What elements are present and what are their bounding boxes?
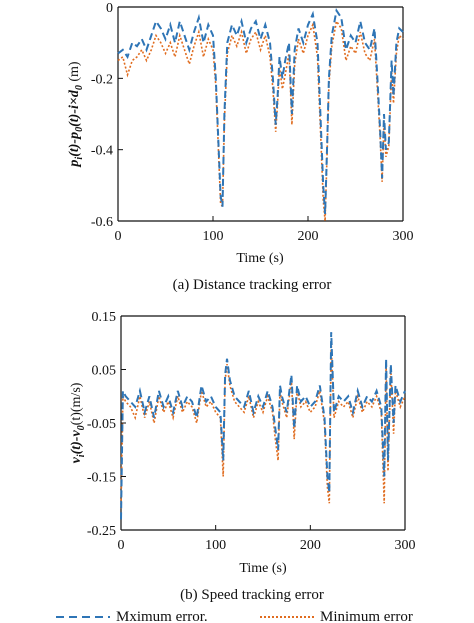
distance-x-axis-label: Time (s) bbox=[236, 251, 284, 266]
distance-x-tick-label: 0 bbox=[115, 229, 122, 244]
speed-plot-area: 0.15 0.05 -0.05 -0.15 -0.25 0 100 200 300 bbox=[87, 310, 416, 553]
ylabel-part: 0 bbox=[74, 85, 85, 90]
distance-y-axis-label: pi(t)-p0(t)-i×d0 (m) bbox=[67, 61, 85, 167]
panel-a: 0-0.2-0.4-0.6 0 100 200 300 Time (s) pi(t)-… bbox=[67, 1, 414, 293]
speed-max-error-line bbox=[120, 332, 406, 520]
distance-y-tick-label: -0.2 bbox=[91, 72, 113, 87]
ylabel-part: 0 bbox=[76, 425, 87, 430]
speed-y-ticks: 0.15 0.05 -0.05 -0.15 -0.25 bbox=[87, 310, 126, 539]
ylabel-part: i bbox=[74, 157, 85, 160]
ylabel-part: p bbox=[67, 160, 82, 168]
speed-x-tick-label: 300 bbox=[395, 538, 416, 553]
distance-series-group bbox=[117, 8, 404, 222]
speed-x-tick-label: 100 bbox=[205, 538, 226, 553]
speed-series-group bbox=[120, 332, 406, 520]
speed-x-tick-label: 200 bbox=[300, 538, 321, 553]
distance-caption: (a) Distance tracking error bbox=[173, 277, 332, 293]
distance-max-error-line bbox=[117, 8, 404, 214]
ylabel-part: (t)-i×d bbox=[67, 89, 82, 127]
distance-y-ticks: 0 -0.2 -0.4 -0.6 bbox=[91, 1, 123, 230]
speed-y-tick-label: -0.05 bbox=[87, 417, 116, 432]
distance-y-tick-label: -0.6 bbox=[91, 215, 113, 230]
legend: Mximum error. Minimum error bbox=[56, 609, 413, 623]
speed-y-tick-label: 0.05 bbox=[92, 364, 117, 379]
distance-x-ticks: 0 100 200 300 bbox=[115, 216, 414, 244]
panel-b: 0.15 0.05 -0.05 -0.15 -0.25 0 100 200 300 Time … bbox=[69, 310, 416, 603]
distance-min-error-line bbox=[117, 19, 404, 222]
speed-x-axis-label: Time (s) bbox=[239, 561, 287, 576]
speed-y-tick-label: -0.15 bbox=[87, 471, 116, 486]
legend-min-label: Minimum error bbox=[320, 609, 413, 623]
distance-x-tick-label: 200 bbox=[298, 229, 319, 244]
ylabel-part: 0 bbox=[74, 127, 85, 132]
speed-x-ticks: 0 100 200 300 bbox=[118, 525, 416, 553]
legend-max-label: Mximum error. bbox=[116, 609, 208, 623]
ylabel-part: (t)-p bbox=[67, 132, 82, 157]
distance-plot-area: 0 -0.2 -0.4 -0.6 0 100 200 300 bbox=[91, 1, 414, 244]
distance-y-tick-label: -0.4 bbox=[91, 144, 113, 159]
speed-y-axis-label: vi(t)-v0(t)(m/s) bbox=[69, 382, 87, 463]
distance-x-tick-label: 100 bbox=[203, 229, 224, 244]
speed-caption: (b) Speed tracking error bbox=[180, 587, 324, 603]
distance-x-tick-label: 300 bbox=[393, 229, 414, 244]
ylabel-part: i bbox=[76, 454, 87, 457]
speed-y-tick-label: -0.25 bbox=[87, 524, 116, 539]
ylabel-part: (t)-v bbox=[69, 430, 84, 455]
ylabel-part: (m) bbox=[67, 61, 82, 85]
ylabel-part: v bbox=[69, 456, 84, 463]
distance-y-tick-label: 0 bbox=[106, 1, 113, 16]
speed-y-tick-label: 0.15 bbox=[92, 310, 117, 325]
speed-x-tick-label: 0 bbox=[118, 538, 125, 553]
speed-min-error-line bbox=[120, 342, 406, 509]
ylabel-part: (t)(m/s) bbox=[69, 382, 84, 425]
